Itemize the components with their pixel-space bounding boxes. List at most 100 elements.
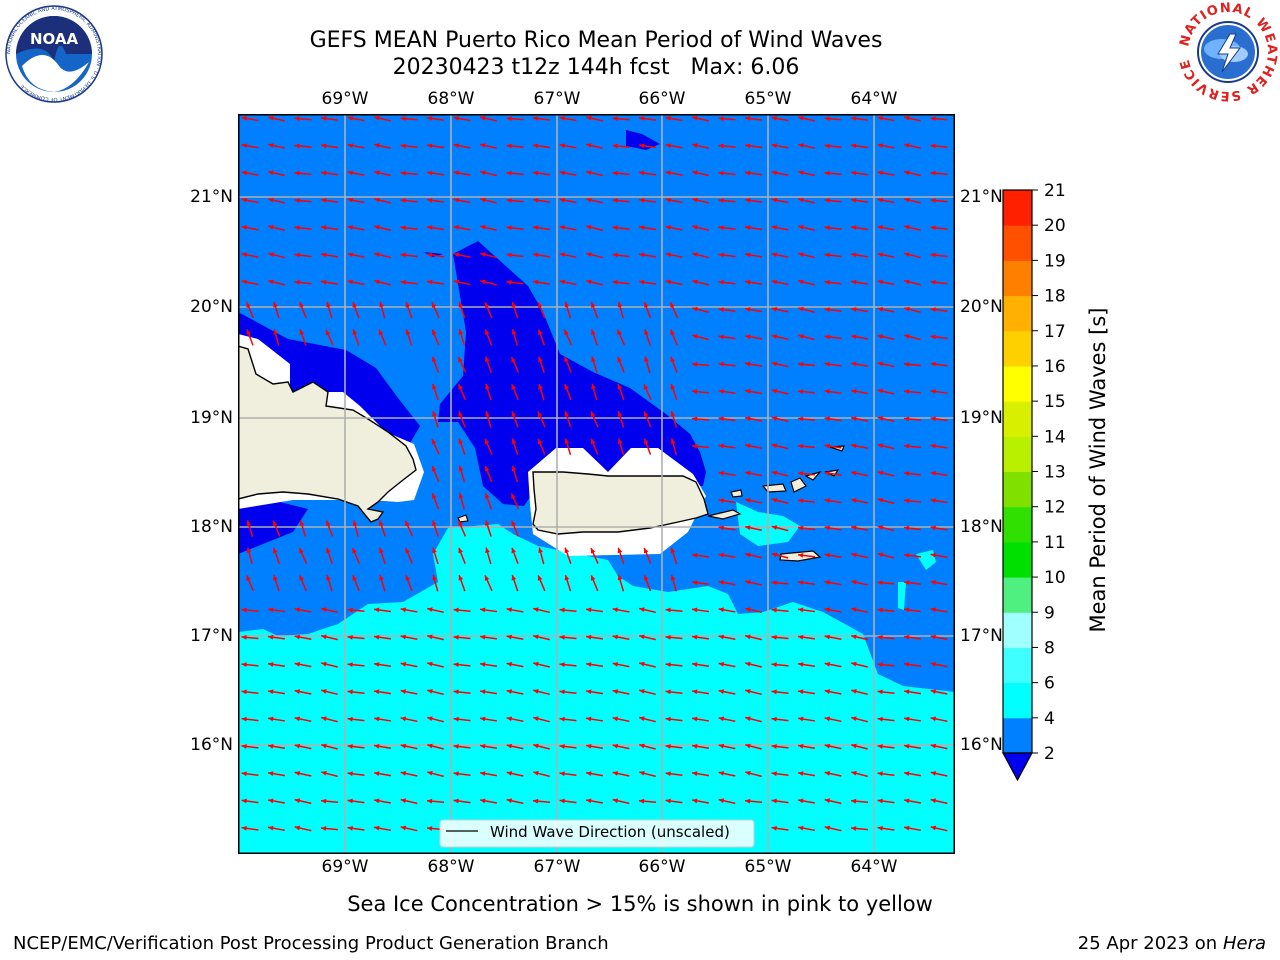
wave-direction-arrow: [644, 356, 651, 374]
wave-direction-arrow: [267, 662, 286, 667]
wave-direction-arrow: [718, 661, 736, 668]
wave-direction-arrow: [744, 252, 763, 258]
wave-direction-arrow: [639, 607, 656, 614]
wave-direction-arrow: [400, 143, 418, 149]
wave-direction-arrow: [426, 798, 445, 804]
wave-direction-arrow: [718, 498, 736, 504]
wave-direction-arrow: [877, 116, 895, 122]
wave-direction-arrow: [877, 498, 895, 505]
wave-direction-arrow: [564, 383, 572, 401]
wave-direction-arrow: [745, 743, 762, 750]
wave-direction-arrow: [771, 170, 789, 176]
wave-direction-arrow: [405, 547, 413, 564]
wave-direction-arrow: [877, 225, 895, 231]
wave-direction-arrow: [718, 389, 736, 394]
wave-direction-arrow: [851, 443, 868, 449]
wave-direction-arrow: [643, 547, 652, 564]
colorbar-segment: [1003, 436, 1032, 472]
wave-direction-arrow: [851, 498, 868, 504]
wave-direction-arrow: [480, 252, 497, 259]
wave-direction-arrow: [718, 716, 736, 723]
wave-direction-arrow: [373, 716, 392, 722]
wave-direction-arrow: [692, 252, 709, 259]
wave-direction-arrow: [268, 825, 285, 832]
wave-direction-arrow: [453, 634, 471, 640]
wave-direction-arrow: [267, 798, 286, 804]
wave-direction-arrow: [320, 225, 339, 231]
wave-direction-arrow: [431, 465, 440, 483]
wave-direction-arrow: [506, 716, 524, 723]
wave-direction-arrow: [638, 279, 657, 285]
wave-direction-arrow: [718, 798, 736, 805]
wave-direction-arrow: [745, 525, 762, 532]
axis-tick-label: 17°N: [190, 626, 233, 646]
wave-direction-arrow: [877, 143, 895, 149]
wave-direction-arrow: [850, 170, 869, 176]
wave-direction-arrow: [559, 744, 577, 749]
wave-direction-arrow: [533, 634, 550, 641]
wave-direction-arrow: [537, 301, 546, 319]
wave-direction-arrow: [458, 301, 466, 319]
wave-direction-arrow: [665, 716, 683, 722]
wave-direction-arrow: [824, 607, 842, 613]
wave-direction-arrow: [771, 525, 789, 532]
wave-direction-arrow: [797, 662, 816, 667]
wave-direction-arrow: [267, 771, 286, 777]
wave-direction-arrow: [930, 389, 948, 394]
wave-direction-arrow: [294, 825, 312, 832]
wave-direction-arrow: [427, 689, 444, 696]
wave-direction-arrow: [850, 252, 869, 258]
wave-direction-arrow: [506, 607, 524, 613]
wave-direction-arrow: [241, 771, 259, 777]
wave-direction-arrow: [824, 470, 842, 476]
wave-direction-arrow: [590, 411, 599, 428]
wave-direction-arrow: [903, 580, 922, 586]
wave-direction-arrow: [718, 743, 736, 750]
wave-direction-arrow: [506, 280, 524, 285]
wave-direction-arrow: [612, 771, 630, 777]
wave-direction-arrow: [484, 438, 493, 455]
wave-direction-arrow: [373, 689, 392, 695]
wave-direction-arrow: [511, 520, 519, 537]
colorbar-segment: [1003, 225, 1032, 261]
wave-direction-arrow: [771, 498, 789, 505]
wave-direction-arrow: [294, 743, 312, 750]
wave-direction-arrow: [379, 301, 386, 319]
wave-direction-arrow: [745, 470, 762, 477]
wave-direction-arrow: [771, 334, 789, 340]
wave-direction-arrow: [479, 771, 498, 777]
wave-direction-arrow: [326, 574, 333, 592]
wave-direction-arrow: [590, 438, 599, 455]
map-panel: Wind Wave Direction (unscaled): [238, 114, 955, 854]
wave-direction-arrow: [643, 438, 652, 455]
wave-direction-arrow: [506, 771, 524, 777]
wave-direction-arrow: [877, 525, 895, 532]
wave-direction-arrow: [930, 498, 948, 504]
wave-direction-arrow: [506, 689, 524, 695]
wave-direction-arrow: [718, 361, 736, 367]
wave-direction-arrow: [877, 197, 895, 204]
colorbar-segment: [1003, 401, 1032, 437]
axis-tick-label: 16°N: [960, 735, 1003, 755]
wave-direction-arrow: [639, 661, 656, 668]
colorbar-segment: [1003, 577, 1032, 613]
wave-direction-arrow: [458, 574, 466, 592]
caption: Sea Ice Concentration > 15% is shown in …: [347, 892, 933, 916]
wave-direction-arrow: [877, 825, 895, 831]
wave-direction-arrow: [352, 301, 360, 319]
wave-direction-arrow: [294, 607, 312, 613]
wave-direction-arrow: [294, 689, 312, 695]
wave-direction-arrow: [745, 552, 762, 559]
wave-direction-arrow: [533, 689, 550, 696]
land-island: [730, 489, 743, 498]
wave-direction-arrow: [564, 301, 572, 319]
wave-direction-arrow: [824, 771, 842, 777]
footer-right: 25 Apr 2023 on Hera: [1078, 933, 1266, 955]
wave-direction-arrow: [426, 252, 445, 258]
wave-direction-arrow: [643, 574, 652, 592]
wave-direction-arrow: [453, 798, 471, 804]
footer-host: Hera: [1222, 933, 1266, 954]
wave-direction-arrow: [268, 143, 285, 149]
wave-direction-arrow: [851, 416, 868, 422]
wave-direction-arrow: [903, 771, 922, 777]
